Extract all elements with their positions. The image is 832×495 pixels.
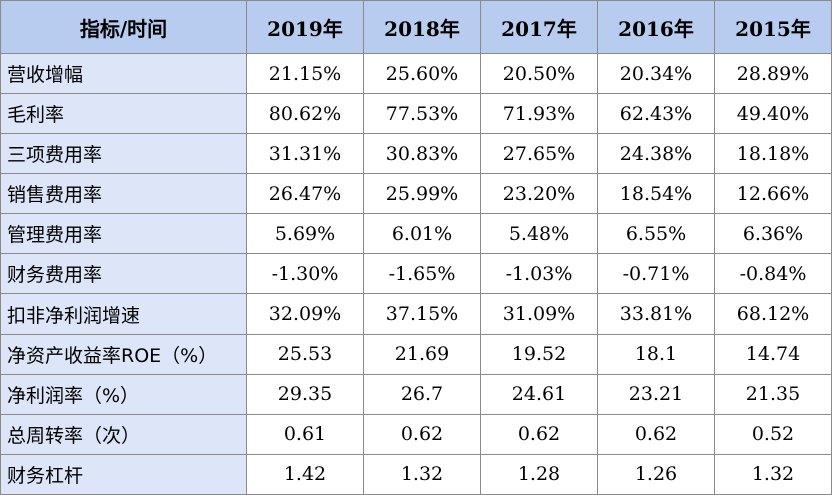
cell-value: 25.99% xyxy=(363,173,481,215)
cell-value: 6.01% xyxy=(363,213,481,255)
cell-value: 80.62% xyxy=(246,93,364,135)
row-label: 管理费用率 xyxy=(0,213,247,255)
cell-value: 27.65% xyxy=(480,133,598,175)
cell-value: 6.55% xyxy=(597,213,715,255)
table-row: 毛利率 80.62% 77.53% 71.93% 62.43% 49.40% xyxy=(0,93,832,135)
header-indicator-time: 指标/时间 xyxy=(0,0,247,54)
cell-value: -1.03% xyxy=(480,253,598,295)
cell-value: 19.52 xyxy=(480,333,598,375)
cell-value: 5.69% xyxy=(246,213,364,255)
row-label: 净资产收益率ROE（%） xyxy=(0,333,247,375)
cell-value: 21.15% xyxy=(246,52,364,95)
cell-value: 32.09% xyxy=(246,293,364,335)
header-year-2017: 2017年 xyxy=(480,0,598,54)
table-row: 净资产收益率ROE（%） 25.53 21.69 19.52 18.1 14.74 xyxy=(0,333,832,375)
cell-value: 33.81% xyxy=(597,293,715,335)
cell-value: 21.69 xyxy=(363,333,481,375)
cell-value: 31.09% xyxy=(480,293,598,335)
cell-value: 26.47% xyxy=(246,173,364,215)
table-row: 总周转率（次） 0.61 0.62 0.62 0.62 0.52 xyxy=(0,413,832,455)
cell-value: 29.35 xyxy=(246,373,364,415)
cell-value: 18.18% xyxy=(714,133,832,175)
row-label: 总周转率（次） xyxy=(0,413,247,455)
cell-value: 24.61 xyxy=(480,373,598,415)
cell-value: 68.12% xyxy=(714,293,832,335)
cell-value: 1.28 xyxy=(480,453,598,495)
cell-value: -0.84% xyxy=(714,253,832,295)
cell-value: 77.53% xyxy=(363,93,481,135)
cell-value: 62.43% xyxy=(597,93,715,135)
row-label: 净利润率（%） xyxy=(0,373,247,415)
cell-value: -1.30% xyxy=(246,253,364,295)
row-label: 毛利率 xyxy=(0,93,247,135)
table-row: 扣非净利润增速 32.09% 37.15% 31.09% 33.81% 68.12% xyxy=(0,293,832,335)
cell-value: 31.31% xyxy=(246,133,364,175)
cell-value: 0.62 xyxy=(480,413,598,455)
header-year-2019: 2019年 xyxy=(246,0,364,54)
cell-value: 30.83% xyxy=(363,133,481,175)
table-row: 销售费用率 26.47% 25.99% 23.20% 18.54% 12.66% xyxy=(0,173,832,215)
cell-value: 0.62 xyxy=(363,413,481,455)
row-label: 财务杠杆 xyxy=(0,453,247,495)
cell-value: 14.74 xyxy=(714,333,832,375)
cell-value: 21.35 xyxy=(714,373,832,415)
table-body: 营收增幅 21.15% 25.60% 20.50% 20.34% 28.89% 毛利率 80.… xyxy=(0,52,832,495)
cell-value: 0.62 xyxy=(597,413,715,455)
header-row: 指标/时间 2019年 2018年 2017年 2016年 2015年 xyxy=(0,0,832,54)
table-row: 净利润率（%） 29.35 26.7 24.61 23.21 21.35 xyxy=(0,373,832,415)
header-year-2018: 2018年 xyxy=(363,0,481,54)
cell-value: 12.66% xyxy=(714,173,832,215)
table-row: 三项费用率 31.31% 30.83% 27.65% 24.38% 18.18% xyxy=(0,133,832,175)
table-row: 营收增幅 21.15% 25.60% 20.50% 20.34% 28.89% xyxy=(0,52,832,95)
cell-value: 18.1 xyxy=(597,333,715,375)
cell-value: 20.34% xyxy=(597,52,715,95)
cell-value: 26.7 xyxy=(363,373,481,415)
cell-value: -1.65% xyxy=(363,253,481,295)
cell-value: 23.20% xyxy=(480,173,598,215)
cell-value: 23.21 xyxy=(597,373,715,415)
cell-value: 25.60% xyxy=(363,52,481,95)
cell-value: 25.53 xyxy=(246,333,364,375)
cell-value: 5.48% xyxy=(480,213,598,255)
cell-value: 24.38% xyxy=(597,133,715,175)
table-row: 财务杠杆 1.42 1.32 1.28 1.26 1.32 xyxy=(0,453,832,495)
row-label: 销售费用率 xyxy=(0,173,247,215)
row-label: 营收增幅 xyxy=(0,52,247,95)
cell-value: -0.71% xyxy=(597,253,715,295)
cell-value: 1.32 xyxy=(714,453,832,495)
cell-value: 6.36% xyxy=(714,213,832,255)
cell-value: 71.93% xyxy=(480,93,598,135)
row-label: 扣非净利润增速 xyxy=(0,293,247,335)
cell-value: 1.32 xyxy=(363,453,481,495)
table-row: 财务费用率 -1.30% -1.65% -1.03% -0.71% -0.84% xyxy=(0,253,832,295)
cell-value: 28.89% xyxy=(714,52,832,95)
cell-value: 18.54% xyxy=(597,173,715,215)
header-year-2016: 2016年 xyxy=(597,0,715,54)
row-label: 三项费用率 xyxy=(0,133,247,175)
row-label: 财务费用率 xyxy=(0,253,247,295)
cell-value: 0.52 xyxy=(714,413,832,455)
cell-value: 20.50% xyxy=(480,52,598,95)
table-row: 管理费用率 5.69% 6.01% 5.48% 6.55% 6.36% xyxy=(0,213,832,255)
cell-value: 1.26 xyxy=(597,453,715,495)
header-year-2015: 2015年 xyxy=(714,0,832,54)
cell-value: 0.61 xyxy=(246,413,364,455)
cell-value: 49.40% xyxy=(714,93,832,135)
cell-value: 1.42 xyxy=(246,453,364,495)
cell-value: 37.15% xyxy=(363,293,481,335)
